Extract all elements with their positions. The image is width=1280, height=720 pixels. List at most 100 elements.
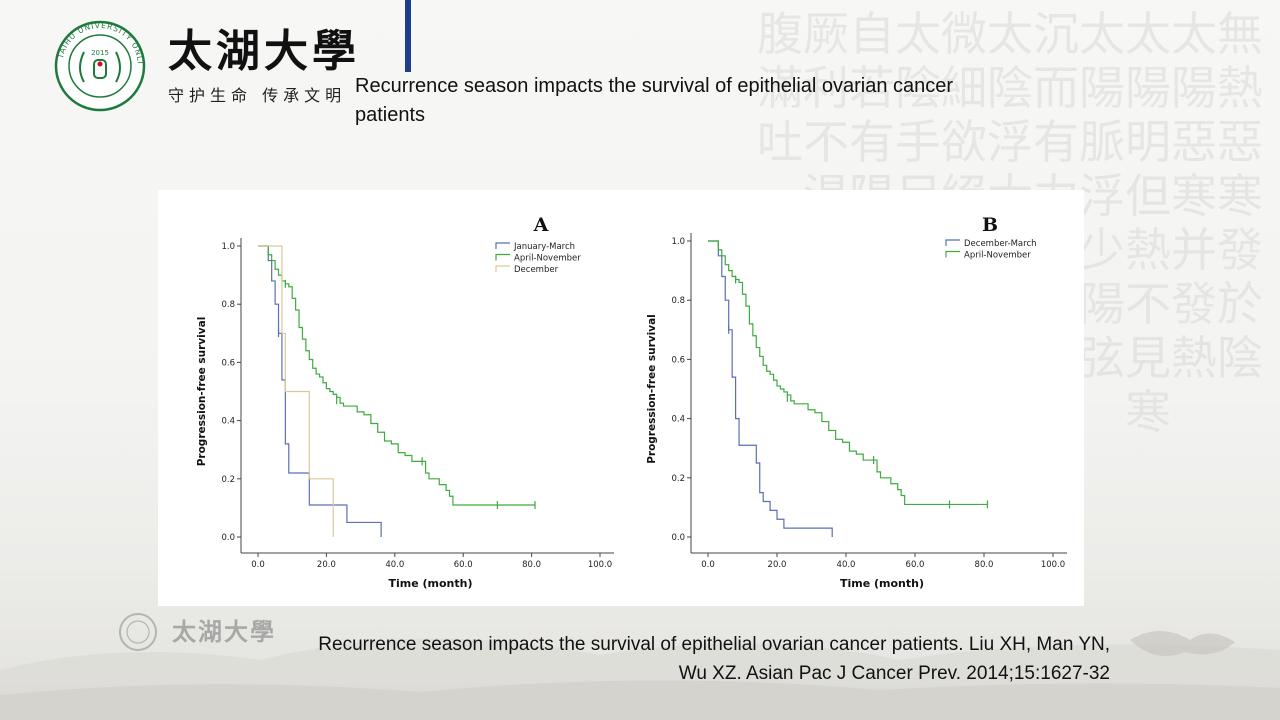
x-tick-label: 20.0 bbox=[768, 560, 787, 570]
watermark-seal-logo bbox=[119, 613, 157, 651]
legend-swatch bbox=[495, 242, 510, 249]
calligraphy-char: 欲 bbox=[941, 115, 987, 169]
calligraphy-char: 厥 bbox=[803, 7, 849, 61]
calligraphy-char: 陰 bbox=[987, 61, 1033, 115]
calligraphy-char: 寒 bbox=[1125, 385, 1171, 439]
university-seal-logo: 2015 TAIHU UNIVERSITY ONLINE bbox=[54, 20, 146, 112]
y-tick-label: 0.0 bbox=[221, 533, 235, 543]
calligraphy-char: 脈 bbox=[1079, 115, 1125, 169]
y-tick-label: 0.8 bbox=[221, 300, 235, 310]
legend-swatch bbox=[945, 239, 960, 246]
calligraphy-char: 太 bbox=[895, 7, 941, 61]
x-tick-label: 100.0 bbox=[1041, 560, 1065, 570]
calligraphy-char: 自 bbox=[849, 7, 895, 61]
y-tick-label: 1.0 bbox=[671, 237, 685, 247]
calligraphy-char: 陰 bbox=[895, 61, 941, 115]
calligraphy-char: 陽 bbox=[1079, 61, 1125, 115]
calligraphy-char: 吐 bbox=[757, 115, 803, 169]
survival-charts: A 0.0 0.2 0.4 0.6 0.8 1.0 0.0 20.0 40.0 60.0 80.0 10… bbox=[196, 214, 1067, 590]
university-name: 太湖大學 bbox=[168, 26, 360, 77]
y-axis-label: Progression-free survival bbox=[196, 317, 208, 467]
x-tick-label: 60.0 bbox=[906, 560, 925, 570]
calligraphy-char: 寒 bbox=[1217, 169, 1263, 223]
calligraphy-char: 寒 bbox=[1171, 169, 1217, 223]
x-tick-label: 100.0 bbox=[588, 560, 612, 570]
watermark-university-name: 太湖大學 bbox=[172, 617, 276, 646]
legend-label: April-November bbox=[514, 254, 581, 264]
survival-curve-december bbox=[258, 245, 334, 537]
y-tick-label: 0.4 bbox=[671, 415, 685, 425]
y-axis-label: Progression-free survival bbox=[646, 314, 658, 464]
calligraphy-char: 弦 bbox=[1079, 331, 1125, 385]
university-wordmark: 太湖大學 守护生命 传承文明 bbox=[168, 26, 360, 106]
calligraphy-char: 手 bbox=[895, 115, 941, 169]
x-tick-label: 60.0 bbox=[454, 560, 473, 570]
x-tick-label: 0.0 bbox=[251, 560, 265, 570]
calligraphy-char: 發 bbox=[1217, 223, 1263, 277]
accent-bar bbox=[405, 0, 411, 72]
y-tick-label: 0.6 bbox=[221, 358, 235, 368]
calligraphy-char: 有 bbox=[1033, 115, 1079, 169]
y-tick-label: 0.8 bbox=[671, 296, 685, 306]
legend-label: December-March bbox=[964, 239, 1037, 249]
chart-title: B bbox=[982, 214, 998, 236]
calligraphy-char: 惡 bbox=[1217, 115, 1263, 169]
calligraphy-char: 并 bbox=[1171, 223, 1217, 277]
x-axis-label: Time (month) bbox=[388, 577, 472, 590]
survival-curve-april-november bbox=[708, 240, 988, 506]
calligraphy-char: 浮 bbox=[1079, 169, 1125, 223]
calligraphy-char: 發 bbox=[1171, 277, 1217, 331]
legend-swatch bbox=[495, 265, 510, 272]
survival-curve-april-november bbox=[258, 245, 536, 506]
calligraphy-char: 陽 bbox=[1125, 61, 1171, 115]
y-tick-label: 0.2 bbox=[221, 475, 235, 485]
calligraphy-char: 但 bbox=[1125, 169, 1171, 223]
university-slogan: 守护生命 传承文明 bbox=[168, 86, 347, 105]
y-tick-label: 0.4 bbox=[221, 417, 235, 427]
calligraphy-char: 惡 bbox=[1171, 115, 1217, 169]
x-tick-label: 80.0 bbox=[975, 560, 994, 570]
figure-panel: A 0.0 0.2 0.4 0.6 0.8 1.0 0.0 20.0 40.0 60.0 80.0 10… bbox=[158, 190, 1084, 606]
y-tick-label: 1.0 bbox=[221, 242, 235, 252]
calligraphy-char: 陽 bbox=[1079, 277, 1125, 331]
calligraphy-char: 陽 bbox=[1171, 61, 1217, 115]
y-tick-label: 0.2 bbox=[671, 474, 685, 484]
x-tick-label: 0.0 bbox=[701, 560, 715, 570]
calligraphy-char: 明 bbox=[1125, 115, 1171, 169]
calligraphy-char: 熱 bbox=[1125, 223, 1171, 277]
x-tick-label: 40.0 bbox=[385, 560, 404, 570]
survival-curve-december-march bbox=[708, 240, 833, 537]
x-axis-label: Time (month) bbox=[840, 577, 924, 590]
calligraphy-char: 太 bbox=[987, 7, 1033, 61]
temple-landscape-decoration bbox=[0, 631, 1280, 720]
calligraphy-char: 有 bbox=[849, 115, 895, 169]
x-tick-label: 20.0 bbox=[317, 560, 336, 570]
legend-label: April-November bbox=[964, 251, 1031, 261]
seal-year: 2015 bbox=[91, 49, 109, 57]
calligraphy-char: 陰 bbox=[1217, 331, 1263, 385]
calligraphy-char: 少 bbox=[1079, 223, 1125, 277]
legend-label: January-March bbox=[513, 242, 575, 252]
slide-title: Recurrence season impacts the survival o… bbox=[355, 75, 954, 126]
calligraphy-char: 滿 bbox=[757, 61, 803, 115]
calligraphy-char: 不 bbox=[803, 115, 849, 169]
calligraphy-char: 於 bbox=[1217, 277, 1263, 331]
calligraphy-char: 沉 bbox=[1033, 7, 1079, 61]
citation-caption: Recurrence season impacts the survival o… bbox=[180, 630, 1110, 688]
calligraphy-char: 若 bbox=[849, 61, 895, 115]
calligraphy-char: 無 bbox=[1217, 7, 1263, 61]
x-tick-label: 40.0 bbox=[837, 560, 856, 570]
calligraphy-char: 微 bbox=[941, 7, 987, 61]
citation-line-2: Wu XZ. Asian Pac J Cancer Prev. 2014;15:… bbox=[678, 663, 1110, 684]
calligraphy-char: 太 bbox=[1171, 7, 1217, 61]
calligraphy-char: 不 bbox=[1125, 277, 1171, 331]
x-tick-label: 80.0 bbox=[522, 560, 541, 570]
calligraphy-char: 腹 bbox=[757, 7, 803, 61]
chart-title: A bbox=[533, 214, 549, 236]
calligraphy-char: 而 bbox=[1033, 61, 1079, 115]
calligraphy-char: 細 bbox=[941, 61, 987, 115]
legend-swatch bbox=[495, 253, 510, 261]
y-tick-label: 0.6 bbox=[671, 355, 685, 365]
calligraphy-char: 利 bbox=[803, 61, 849, 115]
calligraphy-char: 太 bbox=[1125, 7, 1171, 61]
